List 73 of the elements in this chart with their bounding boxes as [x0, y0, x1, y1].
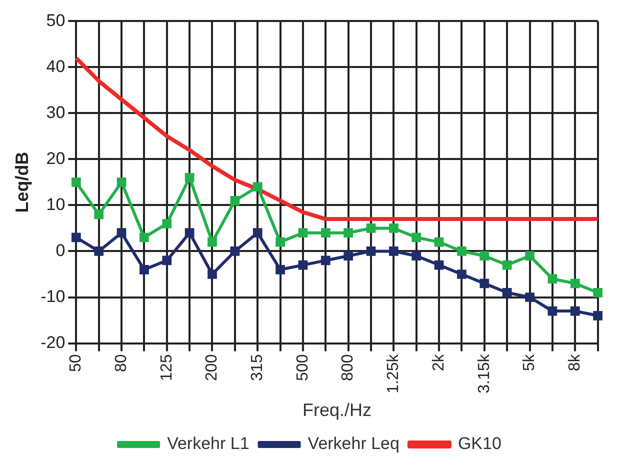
point [298, 228, 308, 238]
y-tick-label: 0 [56, 240, 66, 260]
x-axis-title: Freq./Hz [302, 400, 372, 420]
point [457, 246, 466, 256]
x-tick-label: 80 [112, 354, 130, 372]
point [593, 310, 602, 320]
point [140, 232, 149, 242]
point [548, 306, 558, 316]
point [320, 228, 330, 238]
point [344, 251, 354, 261]
point [276, 237, 285, 247]
point [412, 232, 422, 242]
point [320, 256, 330, 266]
x-tick-label: 50 [68, 354, 85, 372]
point [457, 270, 466, 279]
point [230, 246, 240, 256]
legend-label: GK10 [458, 434, 502, 454]
point [208, 270, 217, 279]
x-tick-label: 2k [430, 353, 448, 372]
point [162, 218, 172, 228]
x-tick-label: 125 [158, 354, 176, 381]
point [116, 178, 126, 187]
point [525, 251, 534, 261]
point [71, 232, 81, 242]
point [366, 246, 376, 256]
x-tick-label: 800 [340, 354, 357, 381]
x-tick-label: 500 [294, 354, 312, 381]
point [140, 264, 149, 274]
x-tick-label: 5k [521, 353, 538, 372]
point [593, 288, 602, 298]
point [570, 306, 580, 316]
point [94, 210, 104, 220]
point [252, 182, 262, 192]
point [276, 264, 285, 274]
point [298, 260, 308, 270]
point [184, 228, 194, 238]
point [162, 256, 172, 266]
point [502, 260, 512, 270]
point [116, 228, 126, 238]
legend-label: Verkehr L1 [167, 434, 250, 454]
y-tick-label: 50 [46, 10, 66, 30]
point [389, 246, 398, 256]
point [94, 246, 104, 256]
y-tick-label: 20 [46, 148, 66, 168]
x-tick-label: 8k [566, 353, 584, 372]
point [252, 228, 262, 238]
x-tick-label: 315 [249, 354, 266, 381]
point [184, 172, 194, 182]
point [366, 224, 376, 233]
point [480, 251, 490, 261]
y-tick-label: 40 [46, 56, 66, 76]
point [480, 278, 490, 288]
y-tick-label: -20 [40, 332, 66, 352]
y-tick-label: 30 [46, 102, 66, 122]
point [502, 288, 512, 298]
point [548, 274, 558, 284]
point [230, 196, 240, 206]
y-tick-label: 10 [46, 194, 66, 214]
y-tick-label: -10 [40, 286, 66, 306]
legend-label: Verkehr Leq [308, 434, 400, 454]
point [412, 251, 422, 261]
y-axis-title: Leq/dB [12, 152, 32, 213]
point [344, 228, 354, 238]
point [389, 224, 398, 233]
point [71, 178, 81, 187]
x-tick-label: 1.25k [385, 353, 402, 394]
point [525, 292, 534, 302]
point [434, 237, 444, 247]
x-tick-label: 200 [204, 354, 221, 381]
point [570, 278, 580, 288]
x-tick-label: 3.15k [476, 353, 493, 394]
point [208, 237, 217, 247]
point [434, 260, 444, 270]
